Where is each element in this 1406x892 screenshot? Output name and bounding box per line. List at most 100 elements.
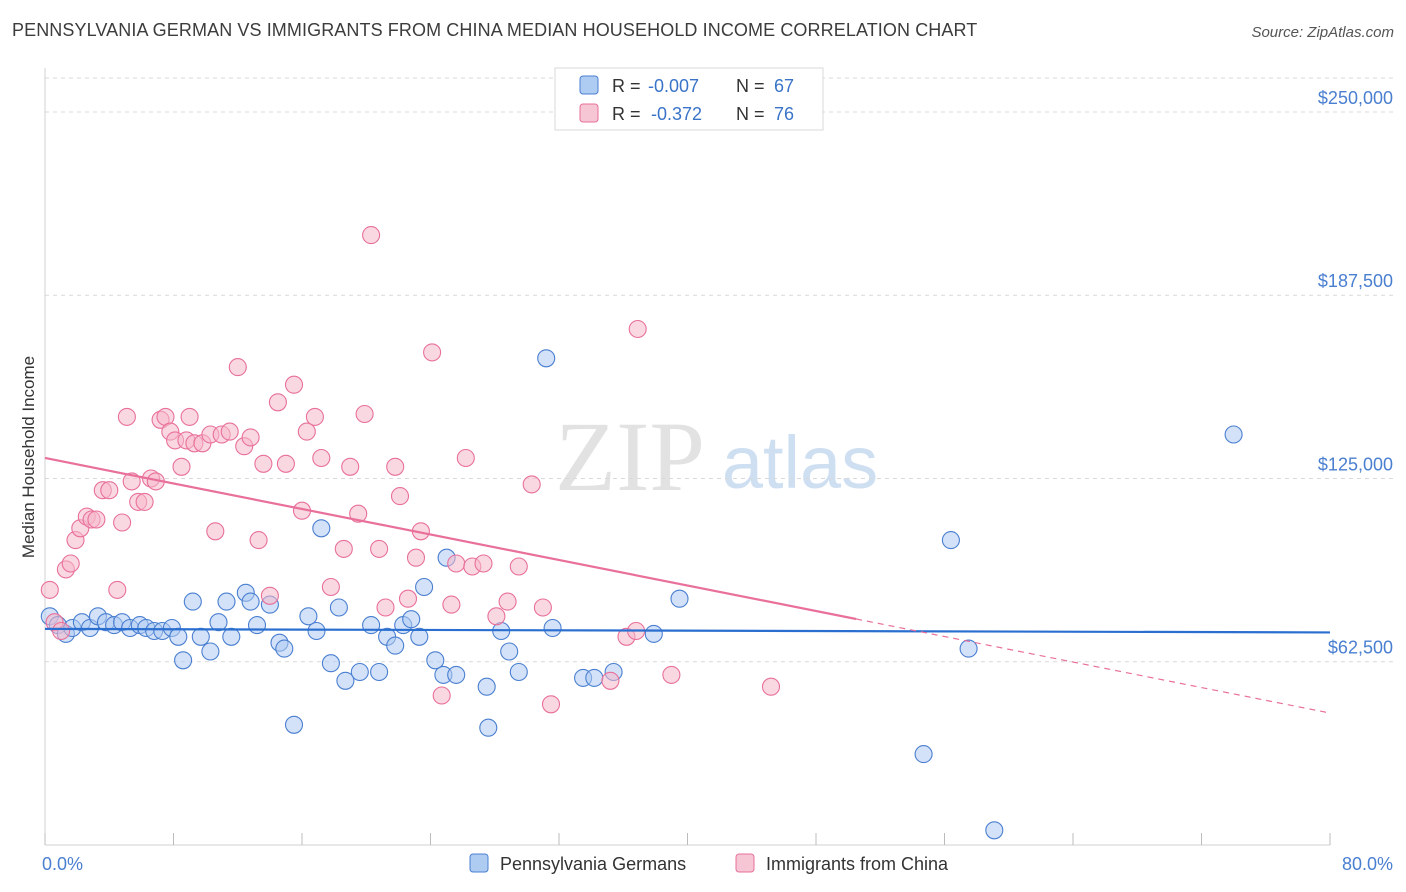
point-immigrants-from-china xyxy=(386,457,405,476)
point-immigrants-from-china xyxy=(662,665,681,684)
point-pennsylvania-germans xyxy=(321,654,340,673)
point-immigrants-from-china xyxy=(398,589,418,608)
point-immigrants-from-china xyxy=(498,592,517,611)
point-immigrants-from-china xyxy=(522,475,541,494)
point-immigrants-from-china xyxy=(117,407,136,426)
point-immigrants-from-china xyxy=(406,548,426,567)
point-immigrants-from-china xyxy=(305,407,324,426)
point-pennsylvania-germans xyxy=(959,639,978,658)
trend-line-immigrants-from-china-extension xyxy=(856,618,1331,714)
trend-line-immigrants-from-china xyxy=(44,456,857,621)
source-credit: Source: ZipAtlas.com xyxy=(1251,24,1394,41)
point-immigrants-from-china xyxy=(172,457,191,476)
point-immigrants-from-china xyxy=(362,226,381,245)
point-pennsylvania-germans xyxy=(350,662,369,682)
point-pennsylvania-germans xyxy=(336,671,355,690)
y-axis-label: Median Household Income xyxy=(19,356,38,558)
point-immigrants-from-china xyxy=(100,481,119,500)
point-immigrants-from-china xyxy=(370,539,389,558)
point-immigrants-from-china xyxy=(249,531,268,550)
point-immigrants-from-china xyxy=(432,686,451,705)
point-immigrants-from-china xyxy=(113,513,132,532)
point-pennsylvania-germans xyxy=(174,651,193,670)
point-pennsylvania-germans xyxy=(426,651,445,670)
point-pennsylvania-germans xyxy=(914,745,933,764)
point-immigrants-from-china xyxy=(456,448,475,468)
x-tick-label: 80.0% xyxy=(1342,854,1393,874)
point-immigrants-from-china xyxy=(376,598,395,617)
stats-r-label-2: R = xyxy=(612,104,641,124)
point-immigrants-from-china xyxy=(487,607,506,626)
point-immigrants-from-china xyxy=(390,487,410,506)
point-immigrants-from-china xyxy=(447,554,466,573)
x-tick-label: 0.0% xyxy=(42,854,83,874)
point-immigrants-from-china xyxy=(254,454,273,473)
point-pennsylvania-germans xyxy=(585,668,604,687)
point-pennsylvania-germans xyxy=(241,592,260,611)
point-immigrants-from-china xyxy=(533,598,552,617)
point-pennsylvania-germans xyxy=(509,662,528,682)
point-pennsylvania-germans xyxy=(479,718,498,737)
point-pennsylvania-germans xyxy=(415,577,434,597)
point-pennsylvania-germans xyxy=(644,624,663,643)
y-tick-label: $125,000 xyxy=(1318,454,1393,474)
point-immigrants-from-china xyxy=(260,586,279,605)
chart-title: PENNSYLVANIA GERMAN VS IMMIGRANTS FROM C… xyxy=(12,20,978,40)
point-immigrants-from-china xyxy=(284,375,304,394)
point-pennsylvania-germans xyxy=(447,665,466,684)
legend-label-pennsylvania-germans: Pennsylvania Germans xyxy=(500,854,686,874)
point-pennsylvania-germans xyxy=(537,349,556,368)
point-pennsylvania-germans xyxy=(370,662,389,682)
point-immigrants-from-china xyxy=(135,492,154,511)
point-immigrants-from-china xyxy=(220,422,239,441)
point-immigrants-from-china xyxy=(108,580,127,599)
point-pennsylvania-germans xyxy=(500,642,519,661)
series-legend: Pennsylvania Germans Immigrants from Chi… xyxy=(469,853,949,874)
trend-lines xyxy=(44,456,1331,714)
x-tick-marks xyxy=(44,833,1331,845)
stats-n-value-2: 76 xyxy=(774,104,794,124)
point-pennsylvania-germans xyxy=(670,589,689,608)
stats-n-label-2: N = xyxy=(736,104,765,124)
point-immigrants-from-china xyxy=(297,422,316,441)
point-pennsylvania-germans xyxy=(307,621,326,641)
stats-n-value-1: 67 xyxy=(774,76,794,96)
point-immigrants-from-china xyxy=(228,358,247,377)
point-pennsylvania-germans xyxy=(275,639,294,658)
point-immigrants-from-china xyxy=(206,522,225,541)
point-immigrants-from-china xyxy=(52,621,71,641)
point-immigrants-from-china xyxy=(761,677,781,696)
point-pennsylvania-germans xyxy=(543,618,562,638)
stats-swatch-pink xyxy=(579,103,599,123)
stats-r-value-1: -0.007 xyxy=(648,76,699,96)
point-pennsylvania-germans xyxy=(222,627,241,646)
stats-legend-box xyxy=(554,67,824,131)
x-tick-labels: 0.0% 80.0% xyxy=(42,854,1393,874)
point-immigrants-from-china xyxy=(601,671,620,690)
point-pennsylvania-germans xyxy=(941,531,960,550)
point-pennsylvania-germans xyxy=(217,592,236,611)
point-immigrants-from-china xyxy=(423,343,442,362)
point-immigrants-from-china xyxy=(87,510,106,529)
point-immigrants-from-china xyxy=(541,695,561,714)
y-tick-label: $62,500 xyxy=(1328,638,1393,658)
legend-swatch-pennsylvania-germans xyxy=(469,853,489,873)
point-immigrants-from-china xyxy=(276,454,295,473)
point-immigrants-from-china xyxy=(312,448,331,468)
point-pennsylvania-germans xyxy=(362,616,381,635)
point-immigrants-from-china xyxy=(268,393,287,412)
point-immigrants-from-china xyxy=(180,407,199,426)
legend-label-immigrants-from-china: Immigrants from China xyxy=(766,854,949,874)
stats-r-value-2: -0.372 xyxy=(651,104,702,124)
stats-swatch-blue xyxy=(579,75,599,95)
point-immigrants-from-china xyxy=(509,557,528,576)
point-pennsylvania-germans xyxy=(201,642,220,661)
stats-legend: R = -0.007 N = 67 R = -0.372 N = 76 xyxy=(554,67,824,131)
watermark-zip: ZIP xyxy=(555,401,705,512)
point-pennsylvania-germans xyxy=(1224,425,1243,444)
point-immigrants-from-china xyxy=(40,580,59,599)
point-pennsylvania-germans xyxy=(402,610,421,629)
point-pennsylvania-germans xyxy=(312,519,331,538)
point-pennsylvania-germans xyxy=(329,598,348,617)
